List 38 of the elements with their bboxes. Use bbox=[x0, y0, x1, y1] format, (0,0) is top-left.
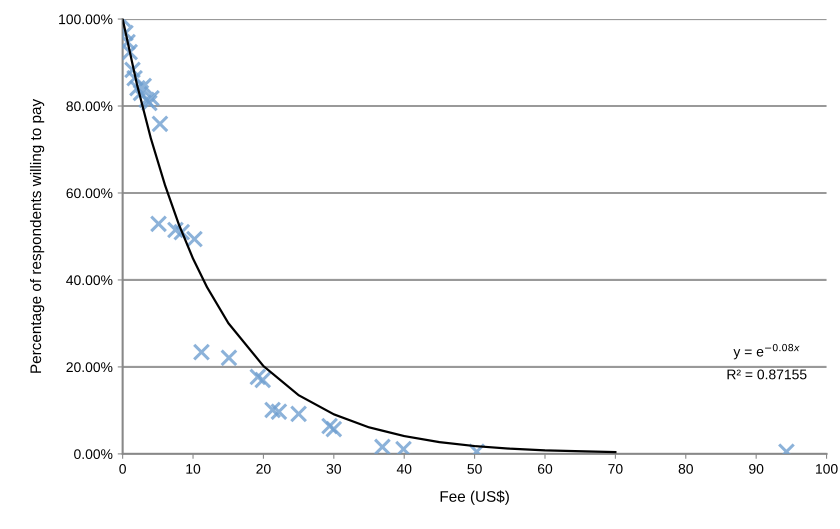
y-tick-label: 80.00% bbox=[66, 101, 112, 112]
y-tick-label: 20.00% bbox=[66, 362, 112, 372]
y-tick-label: 0.00% bbox=[74, 449, 112, 460]
point bbox=[142, 89, 160, 107]
point bbox=[151, 115, 169, 133]
y-axis-title: Percentage of respondents willing to pay bbox=[30, 98, 44, 373]
x-tick-label: 30 bbox=[326, 464, 341, 474]
point bbox=[325, 420, 343, 438]
x-tick-label: 60 bbox=[538, 464, 552, 474]
annotation: R² = 0.87155 bbox=[728, 370, 806, 380]
x-axis-title: Fee (US$) bbox=[440, 490, 509, 505]
point bbox=[320, 417, 338, 435]
x-tick-label: 20 bbox=[256, 464, 271, 474]
y-tick-label: 60.00% bbox=[66, 188, 112, 198]
point bbox=[134, 77, 153, 95]
point bbox=[264, 401, 282, 419]
point bbox=[374, 438, 392, 454]
point bbox=[150, 215, 168, 233]
x-tick-label: 80 bbox=[678, 464, 693, 474]
point bbox=[192, 343, 210, 361]
point bbox=[270, 402, 288, 421]
x-tick-label: 100 bbox=[816, 464, 838, 474]
y-tick-label: 40.00% bbox=[66, 275, 112, 286]
point bbox=[220, 348, 238, 367]
x-tick-label: 40 bbox=[396, 464, 412, 474]
point bbox=[248, 368, 267, 386]
x-tick-label: 90 bbox=[749, 464, 764, 474]
point bbox=[290, 405, 308, 423]
point bbox=[254, 371, 272, 389]
y-tick-label: 100.00% bbox=[59, 14, 112, 24]
x-tick-label: 70 bbox=[608, 464, 623, 474]
point bbox=[140, 94, 158, 112]
annotation: y = e$^{−0.08x}$ bbox=[733, 344, 800, 360]
point bbox=[186, 230, 204, 248]
x-tick-label: 10 bbox=[186, 464, 200, 474]
x-tick-label: 0 bbox=[119, 464, 126, 474]
point bbox=[166, 221, 184, 239]
x-tick-label: 50 bbox=[467, 464, 482, 474]
